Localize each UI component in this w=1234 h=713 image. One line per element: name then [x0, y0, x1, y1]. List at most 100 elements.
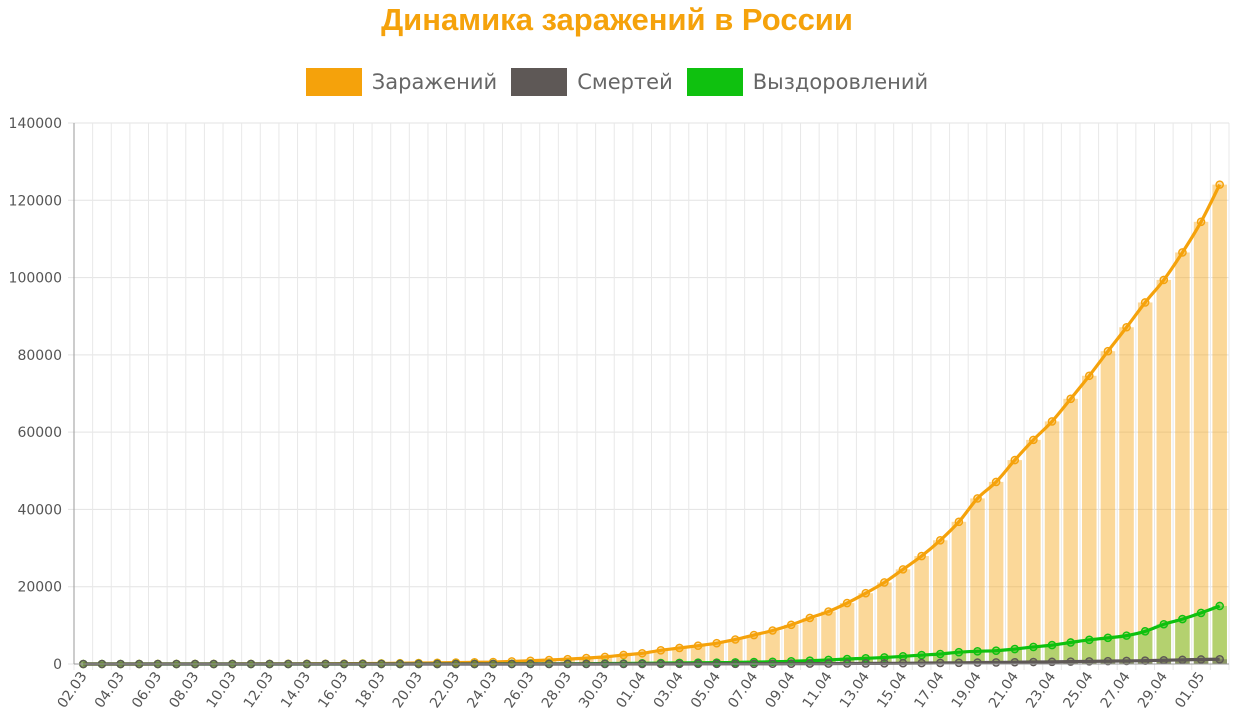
- legend-label-recovered: Выздоровлений: [752, 70, 929, 94]
- point-infected: [768, 626, 777, 635]
- point-recovered: [1215, 601, 1224, 611]
- point-deaths: [1178, 655, 1187, 665]
- bar-infected: [634, 653, 650, 664]
- point-deaths: [1159, 655, 1169, 665]
- bar-infected: [858, 593, 873, 664]
- x-tick-label: 29.04: [1135, 669, 1171, 711]
- bar-infected: [988, 481, 1004, 664]
- point-deaths: [861, 659, 871, 668]
- x-tick-label: 26.03: [502, 669, 538, 711]
- bar-infected: [1156, 279, 1172, 664]
- bar-infected: [1212, 184, 1227, 664]
- point-deaths: [898, 658, 908, 668]
- point-deaths: [1140, 656, 1150, 665]
- bar-infected: [783, 624, 799, 664]
- point-deaths: [1010, 657, 1020, 667]
- point-infected: [1084, 371, 1094, 381]
- point-infected: [917, 551, 926, 561]
- x-tick-label: 30.03: [576, 669, 612, 711]
- legend-label-deaths: Смертей: [577, 70, 673, 94]
- point-infected: [786, 620, 796, 630]
- point-infected: [973, 494, 982, 503]
- point-infected: [1196, 217, 1206, 227]
- point-infected: [935, 536, 945, 545]
- point-infected: [805, 613, 815, 623]
- point-recovered: [973, 646, 982, 656]
- bar-infected: [709, 643, 724, 664]
- point-recovered: [898, 652, 908, 661]
- point-deaths: [954, 658, 964, 668]
- legend-item-deaths[interactable]: Смертей: [511, 68, 673, 96]
- y-tick-label: 100000: [9, 271, 62, 287]
- bar-recovered: [951, 652, 967, 664]
- x-tick-label: 03.04: [651, 669, 687, 711]
- x-tick-label: 09.04: [762, 669, 798, 711]
- bar-infected: [560, 659, 575, 664]
- point-recovered: [935, 649, 945, 659]
- x-tick-label: 24.03: [464, 669, 500, 711]
- x-tick-label: 10.03: [204, 669, 240, 711]
- point-infected: [1159, 275, 1169, 285]
- point-deaths: [1103, 656, 1113, 666]
- chart-legend: Заражений Смертей Выздоровлений: [0, 68, 1234, 96]
- y-tick-label: 120000: [9, 193, 62, 209]
- point-infected: [880, 578, 889, 587]
- point-infected: [1122, 322, 1131, 332]
- point-recovered: [1178, 614, 1187, 624]
- x-tick-label: 05.04: [688, 669, 724, 711]
- point-infected: [861, 588, 871, 598]
- point-recovered: [954, 647, 964, 657]
- point-recovered: [1066, 638, 1075, 647]
- legend-label-infected: Заражений: [371, 70, 498, 94]
- point-deaths: [880, 659, 889, 668]
- bar-recovered: [858, 658, 873, 664]
- bar-recovered: [821, 659, 836, 664]
- point-infected: [731, 635, 740, 644]
- point-recovered: [1047, 640, 1057, 650]
- bar-recovered: [839, 659, 855, 664]
- y-tick-label: 20000: [17, 580, 62, 596]
- bar-infected: [895, 569, 911, 664]
- x-tick-label: 21.04: [986, 669, 1022, 711]
- point-infected: [656, 645, 666, 655]
- point-deaths: [1196, 655, 1206, 664]
- bar-recovered: [1137, 631, 1153, 664]
- bar-infected: [653, 650, 669, 664]
- bar-infected: [1100, 351, 1116, 664]
- point-infected: [991, 477, 1001, 487]
- legend-item-recovered[interactable]: Выздоровлений: [686, 68, 929, 96]
- x-tick-label: 13.04: [837, 669, 873, 711]
- legend-item-infected[interactable]: Заражений: [305, 68, 498, 96]
- point-infected: [842, 598, 852, 608]
- x-tick-label: 11.04: [800, 669, 836, 711]
- point-deaths: [1215, 654, 1224, 664]
- bar-infected: [1175, 252, 1190, 664]
- bar-infected: [728, 639, 743, 664]
- point-recovered: [1196, 608, 1206, 618]
- legend-swatch-recovered: [686, 68, 743, 96]
- point-infected: [619, 650, 628, 660]
- point-infected: [675, 643, 684, 653]
- x-tick-label: 12.03: [241, 669, 277, 711]
- point-infected: [1010, 455, 1020, 465]
- bar-recovered: [1119, 635, 1134, 664]
- y-tick-label: 60000: [17, 425, 62, 441]
- bar-recovered: [1193, 612, 1209, 664]
- point-recovered: [1084, 635, 1094, 645]
- x-tick-label: 22.03: [427, 669, 463, 711]
- bar-infected: [1193, 221, 1209, 665]
- point-recovered: [1140, 627, 1150, 636]
- point-infected: [1066, 394, 1075, 404]
- bar-infected: [1137, 302, 1153, 664]
- point-infected: [1029, 435, 1038, 445]
- bar-deaths: [1193, 659, 1209, 664]
- x-tick-label: 23.04: [1023, 669, 1059, 711]
- point-deaths: [1029, 657, 1038, 667]
- bar-infected: [1063, 398, 1078, 664]
- bar-deaths: [1137, 660, 1153, 664]
- point-recovered: [880, 653, 889, 662]
- point-deaths: [1066, 657, 1075, 666]
- bar-infected: [765, 630, 780, 664]
- point-recovered: [917, 650, 926, 660]
- chart-title: Динамика заражений в России: [381, 2, 853, 37]
